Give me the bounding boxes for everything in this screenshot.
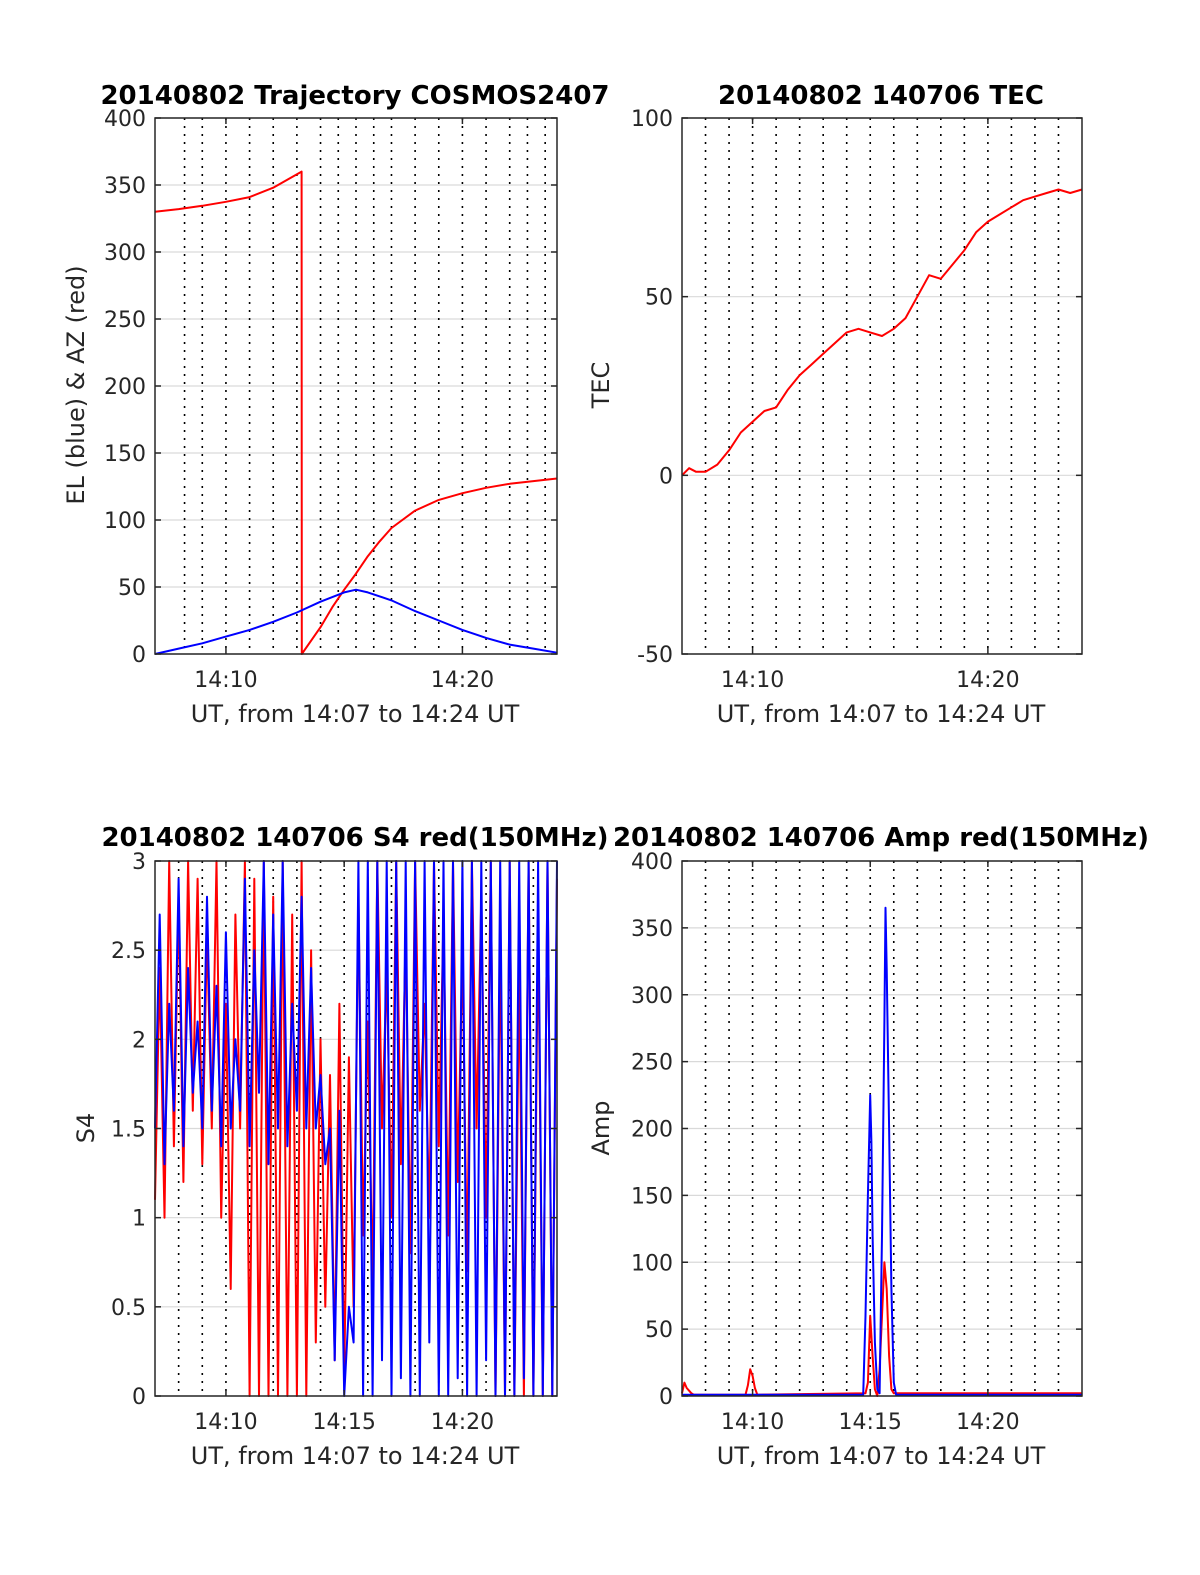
trajectory-series-blue (154, 588, 558, 655)
x-tick-label: 14:20 (431, 1410, 494, 1435)
y-tick-label: 150 (631, 1184, 673, 1209)
amp-series-red (681, 1261, 1082, 1397)
y-tick-label: 350 (631, 917, 673, 942)
x-tick-label: 14:15 (839, 1410, 902, 1435)
trajectory-ylabel: EL (blue) & AZ (red) (62, 265, 90, 504)
y-tick-label: 1 (132, 1207, 146, 1232)
s4-ylabel: S4 (72, 1113, 100, 1144)
y-tick-label: 300 (631, 984, 673, 1009)
tec-series-red (681, 188, 1083, 477)
y-tick-label: 50 (645, 1318, 673, 1343)
tec-panel: 20140802 140706 TEC UT, from 14:07 to 14… (587, 81, 1083, 728)
y-tick-label: 2.5 (111, 939, 146, 964)
y-tick-label: 200 (631, 1118, 673, 1143)
y-tick-label: 250 (631, 1051, 673, 1076)
y-tick-label: 100 (631, 107, 673, 132)
y-tick-label: 1.5 (111, 1118, 146, 1143)
y-tick-label: -50 (637, 643, 673, 668)
s4-panel: 20140802 140706 S4 red(150MHz) UT, from … (72, 823, 609, 1470)
y-tick-label: 300 (104, 241, 146, 266)
x-tick-label: 14:10 (194, 1410, 257, 1435)
y-tick-label: 50 (118, 576, 146, 601)
trajectory-xlabel: UT, from 14:07 to 14:24 UT (191, 700, 520, 728)
x-tick-label: 14:10 (194, 668, 257, 693)
x-tick-label: 14:10 (721, 1410, 784, 1435)
x-tick-label: 14:10 (721, 668, 784, 693)
tec-axes-box (681, 117, 1083, 655)
y-tick-label: 0 (659, 1385, 673, 1410)
tec-plot-area (681, 117, 1083, 655)
y-tick-label: 150 (104, 442, 146, 467)
tec-xlabel: UT, from 14:07 to 14:24 UT (717, 700, 1046, 728)
y-tick-label: 0 (132, 643, 146, 668)
amp-xlabel: UT, from 14:07 to 14:24 UT (717, 1442, 1046, 1470)
trajectory-plot-area (154, 117, 558, 655)
y-tick-label: 0.5 (111, 1296, 146, 1321)
y-tick-label: 350 (104, 174, 146, 199)
x-tick-label: 14:20 (431, 668, 494, 693)
trajectory-title: 20140802 Trajectory COSMOS2407 (100, 81, 609, 111)
x-tick-label: 14:20 (956, 668, 1019, 693)
y-tick-label: 0 (132, 1385, 146, 1410)
y-tick-label: 0 (659, 464, 673, 489)
amp-ylabel: Amp (587, 1100, 615, 1155)
amp-panel: 20140802 140706 Amp red(150MHz) UT, from… (587, 823, 1149, 1470)
y-tick-label: 200 (104, 375, 146, 400)
trajectory-series-red (154, 170, 558, 655)
tec-title: 20140802 140706 TEC (718, 81, 1044, 111)
y-tick-label: 3 (132, 850, 146, 875)
y-tick-label: 400 (631, 850, 673, 875)
s4-plot-area (154, 860, 558, 1397)
s4-xlabel: UT, from 14:07 to 14:24 UT (191, 1442, 520, 1470)
amp-title: 20140802 140706 Amp red(150MHz) (613, 823, 1149, 853)
y-tick-label: 100 (104, 509, 146, 534)
y-tick-label: 250 (104, 308, 146, 333)
x-tick-label: 14:15 (312, 1410, 375, 1435)
s4-title: 20140802 140706 S4 red(150MHz) (101, 823, 608, 853)
y-tick-label: 50 (645, 286, 673, 311)
s4-series-blue (154, 860, 558, 1397)
amp-series-blue (682, 906, 1082, 1396)
y-tick-label: 2 (132, 1028, 146, 1053)
y-tick-label: 100 (631, 1251, 673, 1276)
x-tick-label: 14:20 (956, 1410, 1019, 1435)
trajectory-panel: 20140802 Trajectory COSMOS2407 UT, from … (62, 81, 610, 728)
tec-ylabel: TEC (587, 362, 615, 410)
y-tick-label: 400 (104, 107, 146, 132)
